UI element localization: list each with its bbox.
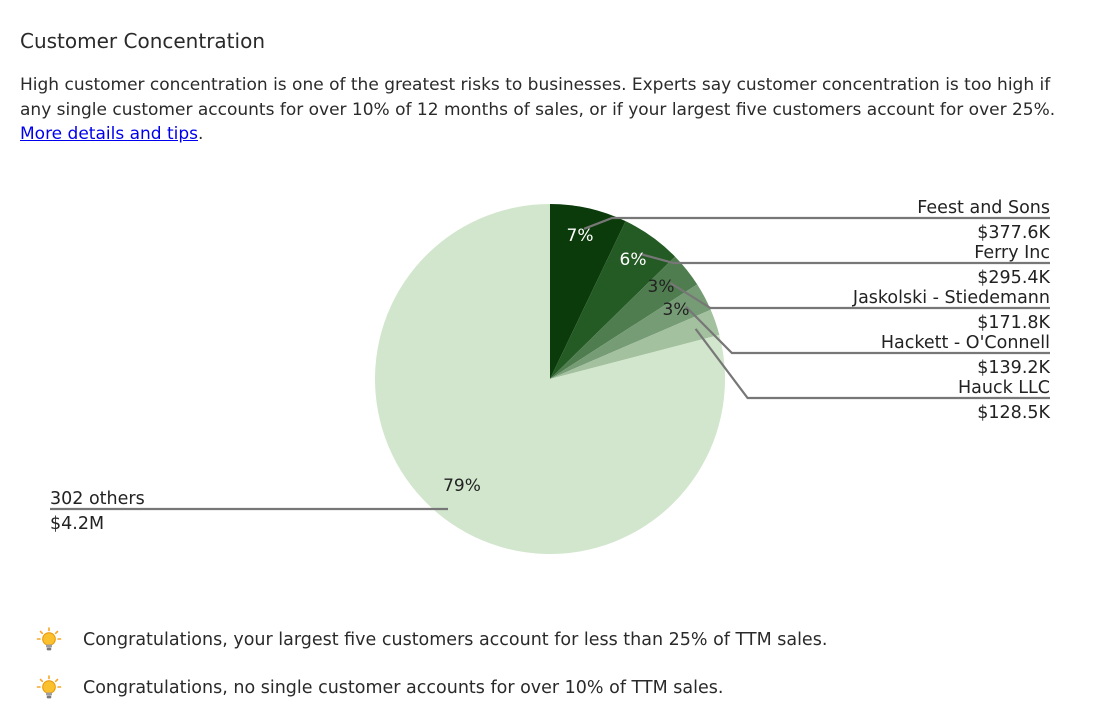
leader-line-ferry-inc bbox=[639, 252, 1050, 265]
slice-value-feest-and-sons: $377.6K bbox=[977, 223, 1050, 243]
slice-value-hackett-o-connell: $139.2K bbox=[977, 358, 1050, 378]
slice-value-ferry-inc: $295.4K bbox=[977, 268, 1050, 288]
pie-slice-ferry-inc bbox=[550, 221, 676, 379]
pie-slice-feest-and-sons bbox=[550, 204, 626, 379]
slice-name-302-others: 302 others bbox=[50, 489, 145, 509]
tip-text: Congratulations, no single customer acco… bbox=[83, 678, 724, 698]
percent-label-hackett-o-connell: 3% bbox=[663, 300, 690, 320]
percent-label-ferry-inc: 6% bbox=[620, 250, 647, 270]
slice-name-jaskolski-stiedemann: Jaskolski - Stiedemann bbox=[852, 288, 1050, 308]
slice-name-feest-and-sons: Feest and Sons bbox=[917, 198, 1050, 218]
lightbulb-icon bbox=[36, 675, 62, 699]
pie-slice-hackett-o-connell bbox=[550, 284, 711, 379]
lightbulb-icon bbox=[36, 627, 62, 651]
description-suffix: . bbox=[198, 124, 204, 144]
leader-line-hackett-o-connell bbox=[685, 305, 1050, 355]
slice-value-jaskolski-stiedemann: $171.8K bbox=[977, 313, 1050, 333]
pie-chart: 7% Feest and Sons $377.6K 6% Ferry Inc $295.4… bbox=[50, 198, 1051, 554]
leader-line-hauck-llc bbox=[694, 328, 1050, 400]
chart-labels: 7% Feest and Sons $377.6K 6% Ferry Inc $295.4… bbox=[50, 198, 1051, 534]
pie-slices bbox=[375, 204, 726, 554]
percent-label-feest-and-sons: 7% bbox=[567, 226, 594, 246]
pie-slice-jaskolski-stiedemann bbox=[550, 256, 698, 379]
section-title: Customer Concentration bbox=[20, 29, 265, 53]
more-details-link[interactable]: More details and tips bbox=[20, 124, 199, 144]
percent-label-302-others: 79% bbox=[443, 476, 481, 496]
slice-name-hackett-o-connell: Hackett - O'Connell bbox=[881, 333, 1050, 353]
slice-value-302-others: $4.2M bbox=[50, 514, 104, 534]
tip-single-customer: Congratulations, no single customer acco… bbox=[36, 675, 723, 701]
pie-slice-302-others bbox=[375, 204, 726, 554]
leader-lines bbox=[50, 216, 1050, 511]
leader-line-feest-and-sons bbox=[583, 216, 1050, 230]
leader-line-jaskolski-stiedemann bbox=[669, 282, 1050, 310]
slice-name-ferry-inc: Ferry Inc bbox=[974, 243, 1050, 263]
tip-text: Congratulations, your largest five custo… bbox=[83, 630, 828, 650]
pie-slice-hauck-llc bbox=[550, 309, 720, 379]
description: High customer concentration is one of th… bbox=[20, 73, 1080, 147]
tip-five-customers: Congratulations, your largest five custo… bbox=[36, 627, 827, 653]
slice-name-hauck-llc: Hauck LLC bbox=[958, 378, 1050, 398]
description-text: High customer concentration is one of th… bbox=[20, 75, 1056, 120]
percent-label-jaskolski-stiedemann: 3% bbox=[648, 277, 675, 297]
slice-value-hauck-llc: $128.5K bbox=[977, 403, 1050, 423]
